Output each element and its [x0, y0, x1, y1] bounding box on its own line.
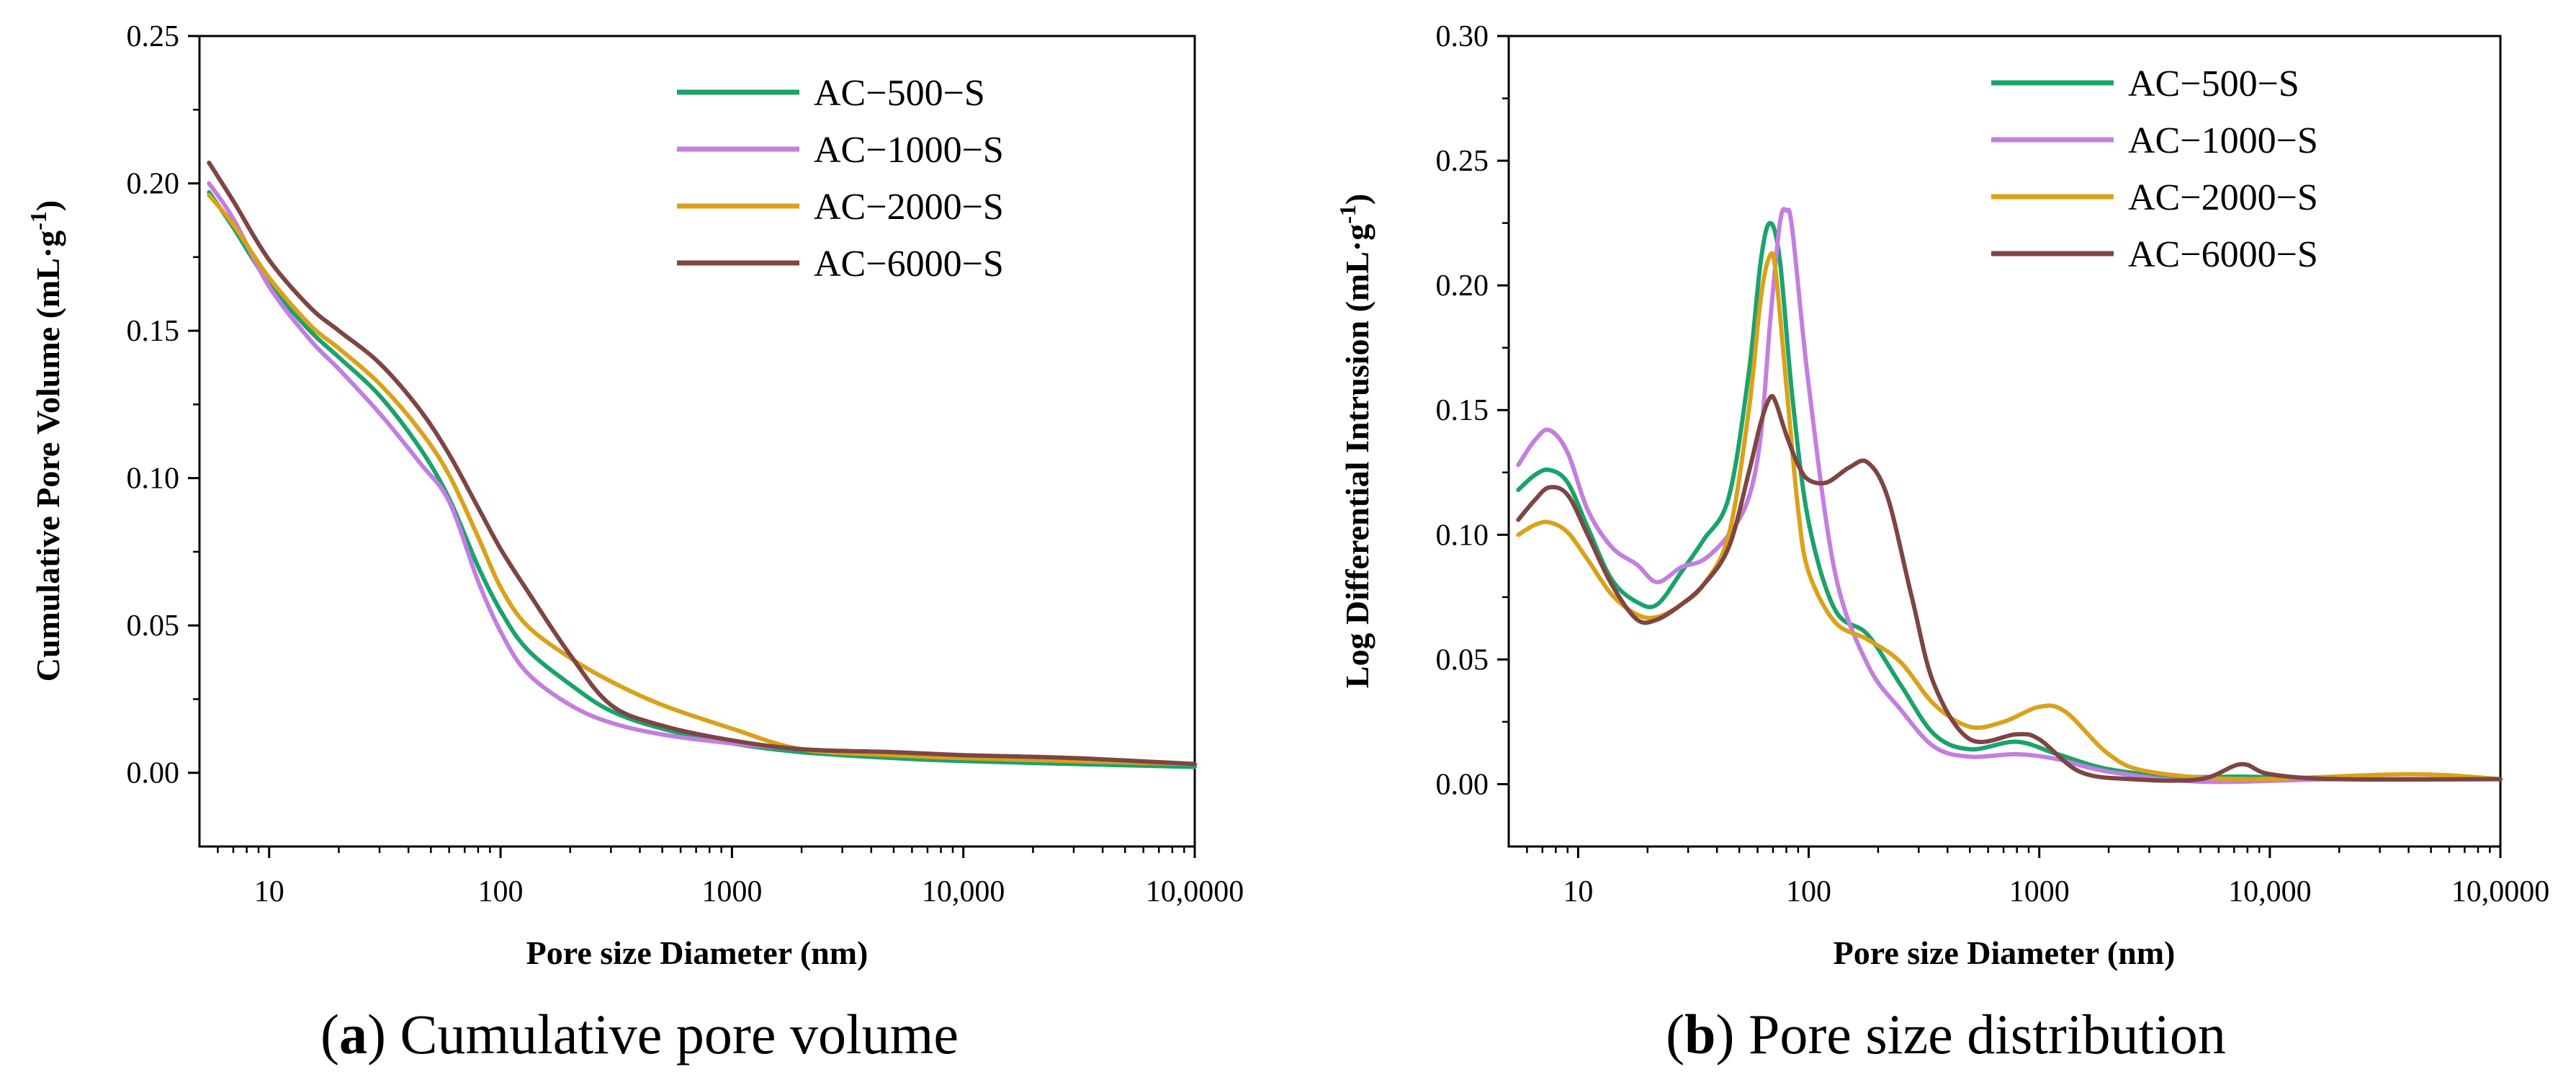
series-line-AC−500−S [1516, 220, 2503, 782]
x-tick-label: 1000 [701, 875, 762, 908]
x-tick-label: 100 [478, 875, 524, 908]
series-lines [1516, 207, 2503, 785]
legend-label: AC−1000−S [2128, 120, 2318, 161]
x-tick-label: 10,000 [2228, 875, 2312, 908]
y-axis-title: Log Differential Intrusion (mL·g-1) [1334, 194, 1375, 688]
x-tick-label: 10 [1563, 875, 1593, 908]
y-tick-label: 0.30 [1436, 20, 1489, 53]
y-tick-label: 0.15 [1436, 394, 1489, 427]
series-line-AC−6000−S [207, 160, 1197, 767]
legend-label: AC−2000−S [814, 187, 1004, 228]
y-tick-label: 0.25 [127, 20, 180, 53]
x-tick-label: 10,000 [922, 875, 1005, 908]
x-tick-label: 10,0000 [1146, 875, 1244, 908]
panel-b-pore-size-distribution: 0.00 0.05 0.10 0.15 0.20 0.25 0.30 10 100 1000 10,… [1334, 20, 2549, 1066]
x-tick-label: 1000 [2009, 875, 2070, 908]
y-tick-label: 0.10 [1436, 519, 1489, 552]
plot-frame [198, 35, 1196, 848]
legend-label: AC−1000−S [814, 130, 1004, 171]
x-tick-label: 10 [254, 875, 284, 908]
axis-ticks: 0.00 0.05 0.10 0.15 0.20 0.25 10 100 1000 10,000 1… [127, 20, 1244, 908]
series-line-AC−6000−S [1516, 393, 2503, 783]
y-tick-label: 0.10 [127, 463, 180, 496]
legend-label: AC−500−S [2128, 63, 2299, 104]
legend: AC−500−S AC−1000−S AC−2000−S AC−6000−S [677, 73, 1004, 285]
y-tick-label: 0.20 [1436, 269, 1489, 303]
panel-a-cumulative-pore-volume: 0.00 0.05 0.10 0.15 0.20 0.25 10 100 1000 10,000 1… [25, 20, 1244, 1066]
panel-caption: (a) Cumulative pore volume [320, 1003, 959, 1066]
x-tick-label: 100 [1786, 875, 1831, 908]
x-axis-title: Pore size Diameter (nm) [1834, 934, 2176, 971]
legend-label: AC−6000−S [814, 244, 1004, 285]
panel-caption: (b) Pore size distribution [1666, 1003, 2226, 1066]
series-line-AC−1000−S [207, 181, 1197, 767]
series-line-AC−2000−S [1516, 251, 2503, 782]
y-tick-label: 0.20 [127, 168, 180, 201]
series-lines [207, 160, 1197, 769]
plot-frame [1507, 35, 2502, 848]
legend-label: AC−500−S [814, 73, 985, 114]
legend-label: AC−6000−S [2128, 234, 2318, 275]
y-tick-label: 0.05 [127, 609, 180, 643]
legend: AC−500−S AC−1000−S AC−2000−S AC−6000−S [1991, 63, 2318, 275]
series-line-AC−1000−S [1516, 207, 2503, 785]
y-tick-label: 0.25 [1436, 145, 1489, 178]
y-tick-label: 0.05 [1436, 643, 1489, 676]
legend-label: AC−2000−S [2128, 177, 2318, 218]
y-tick-label: 0.15 [127, 315, 180, 348]
x-axis-title: Pore size Diameter (nm) [526, 934, 869, 971]
axis-ticks: 0.00 0.05 0.10 0.15 0.20 0.25 0.30 10 100 1000 10,… [1436, 20, 2550, 908]
series-line-AC−500−S [207, 189, 1197, 769]
y-tick-label: 0.00 [127, 757, 180, 790]
y-axis-title: Cumulative Pore Volume (mL·g-1) [25, 200, 66, 682]
y-tick-label: 0.00 [1436, 768, 1489, 801]
series-line-AC−2000−S [207, 192, 1197, 767]
x-tick-label: 10,0000 [2451, 875, 2550, 908]
